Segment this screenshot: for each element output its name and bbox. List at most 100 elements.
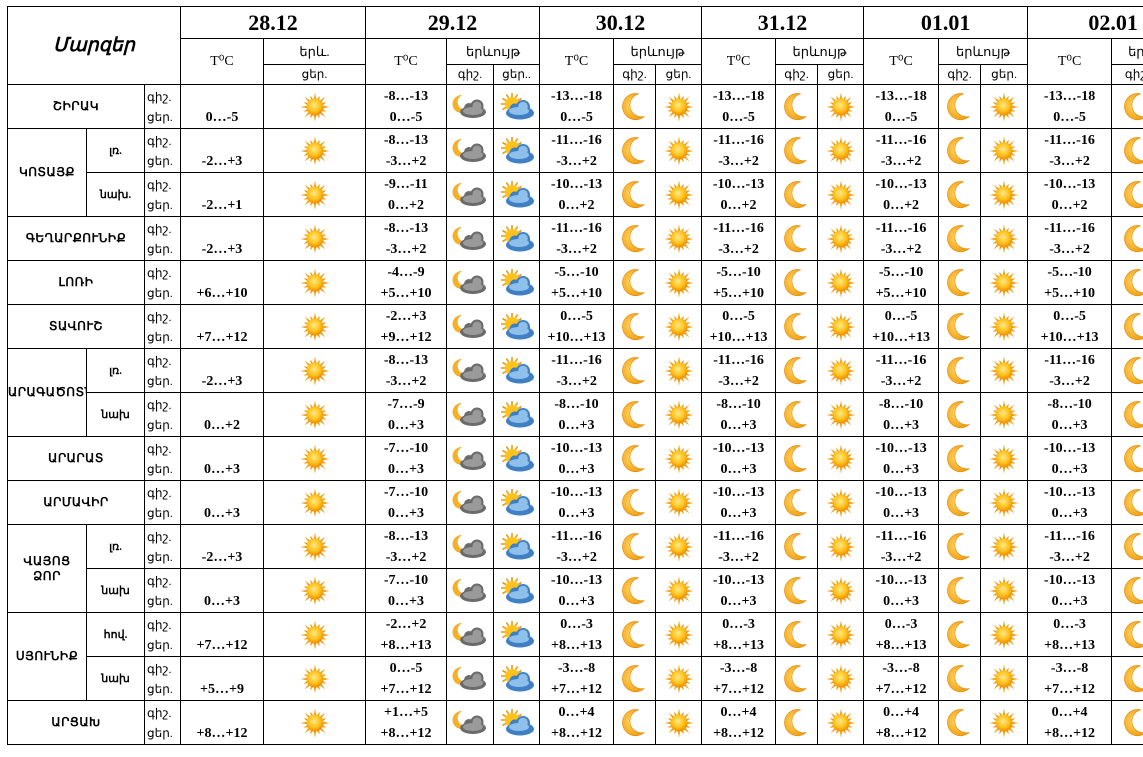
moon-icon	[777, 179, 817, 211]
night-label: գիշ.	[147, 309, 172, 324]
weather-cell	[938, 392, 982, 437]
weather-cell	[938, 656, 982, 701]
sun-icon	[657, 399, 701, 431]
region-name: ՏԱՎՈՒՇ	[7, 304, 145, 349]
sun-icon	[657, 267, 701, 299]
weather-cell	[655, 524, 703, 569]
day-temperature: +8…+13	[713, 637, 765, 653]
day-temperature: 0…-5	[722, 109, 755, 125]
weather-cell	[938, 524, 982, 569]
temperature-cell: 0…-5 +10…+13	[701, 304, 777, 349]
night-temperature: -8…-13	[383, 528, 429, 544]
region-row: ԱՐԱՐԱՏ գիշ. ցեր. 0…+3 -7…-10 0…+3 -10…-13 0…+3…	[7, 436, 1143, 481]
weather-cell	[655, 392, 703, 437]
sun-icon	[657, 355, 701, 387]
night-label: գիշ.	[1111, 64, 1143, 85]
temperature-cell: -11…-16 -3…+2	[539, 348, 615, 393]
weather-cell	[262, 436, 367, 481]
region-name: ԱՐՑԱԽ	[7, 700, 145, 745]
region-name: ԿՈՏԱՅՔ	[7, 128, 87, 217]
subarea-label: նախ	[86, 568, 145, 613]
weather-cell	[493, 128, 541, 173]
night-temperature: -10…-13	[550, 572, 603, 588]
moon-icon	[615, 267, 655, 299]
sun-icon	[982, 311, 1027, 343]
sun-cloud-icon	[495, 356, 539, 386]
temperature-cell: -2…+3	[180, 348, 264, 393]
sun-icon	[265, 91, 365, 123]
weather-cell	[980, 348, 1029, 393]
temperature-cell: -11…-16 -3…+2	[701, 128, 777, 173]
weather-cell	[980, 524, 1029, 569]
day-label: ցեր.	[147, 505, 173, 520]
night-temperature: -8…-13	[383, 220, 429, 236]
moon-cloud-icon	[448, 356, 493, 386]
period-labels: գիշ. ցեր.	[144, 700, 181, 745]
night-temperature: -10…-13	[712, 176, 765, 192]
moon-icon	[615, 487, 655, 519]
day-temperature: +8…+12	[380, 725, 432, 741]
weather-cell	[613, 304, 657, 349]
moon-icon	[1113, 135, 1143, 167]
weather-cell	[655, 436, 703, 481]
weather-cell	[655, 656, 703, 701]
day-temperature: +7…+12	[1044, 681, 1096, 697]
sun-icon	[265, 223, 365, 255]
night-label: գիշ.	[147, 177, 172, 192]
day-temperature: +7…+12	[380, 681, 432, 697]
day-temperature: 0…-5	[205, 109, 239, 125]
day-label: ցեր.	[147, 681, 173, 696]
temperature-cell: +6…+10	[180, 260, 264, 305]
day-temperature: 0…+3	[1051, 593, 1088, 609]
day-temperature: 0…+3	[883, 417, 920, 433]
sun-icon	[819, 267, 863, 299]
sun-icon	[982, 223, 1027, 255]
weather-cell	[938, 216, 982, 261]
weather-cell	[980, 656, 1029, 701]
night-label: գիշ.	[938, 64, 982, 85]
temperature-cell: -3…-8 +7…+12	[1027, 656, 1113, 701]
night-temperature: -3…-8	[719, 660, 758, 676]
weather-cell	[817, 128, 865, 173]
temperature-cell: -10…-13 0…+2	[863, 172, 940, 217]
moon-icon	[1113, 179, 1143, 211]
weather-cell	[775, 84, 819, 129]
night-label: գիշ.	[446, 64, 495, 85]
temperature-cell: -10…-13 0…+3	[701, 480, 777, 525]
weather-cell	[938, 700, 982, 745]
day-temperature: +8…+12	[196, 725, 248, 741]
day-temperature: +8…+12	[875, 725, 927, 741]
weather-cell	[493, 612, 541, 657]
night-label: գիշ.	[147, 705, 172, 720]
temperature-cell: -3…-8 +7…+12	[701, 656, 777, 701]
region-row: ՇԻՐԱԿ գիշ. ցեր. 0…-5 -8…-13 0…-5 -13…-18 0…-5-…	[7, 84, 1143, 129]
temperature-cell: 0…-5 +10…+13	[863, 304, 940, 349]
region-row: ԱՐՑԱԽ գիշ. ցեր. +8…+12 +1…+5 +8…+12 0…+4 +8…+1…	[7, 700, 1143, 745]
night-temperature: -7…-9	[387, 396, 425, 412]
day-label: ցեր..	[493, 64, 541, 85]
temperature-cell: -2…+1	[180, 172, 264, 217]
weather-cell	[262, 392, 367, 437]
weather-cell	[1111, 260, 1143, 305]
subarea-label: լռ.	[86, 524, 145, 569]
weather-cell	[775, 700, 819, 745]
temperature-cell: +7…+12	[180, 612, 264, 657]
sun-icon	[657, 91, 701, 123]
moon-icon	[1113, 443, 1143, 475]
day-temperature: +7…+12	[875, 681, 927, 697]
weather-cell	[817, 172, 865, 217]
sun-icon	[657, 619, 701, 651]
temperature-cell: -10…-13 0…+3	[863, 568, 940, 613]
region-row: նախ գիշ. ցեր. +5…+9 0…-5 +7…+12 -3…-8 +7…+12 -3…	[8, 656, 1143, 701]
weather-cell	[613, 392, 657, 437]
temperature-cell: -2…+3	[180, 216, 264, 261]
night-temperature: 0…-3	[722, 616, 755, 632]
day-label: ցեր.	[147, 197, 173, 212]
weather-cell	[938, 612, 982, 657]
night-temperature: -11…-16	[713, 132, 764, 148]
day-temperature: +8…+13	[875, 637, 927, 653]
weather-cell	[980, 392, 1029, 437]
temperature-cell: -8…-13 -3…+2	[365, 348, 448, 393]
night-temperature: -10…-13	[1043, 176, 1096, 192]
temperature-cell: -10…-13 0…+3	[1027, 480, 1113, 525]
